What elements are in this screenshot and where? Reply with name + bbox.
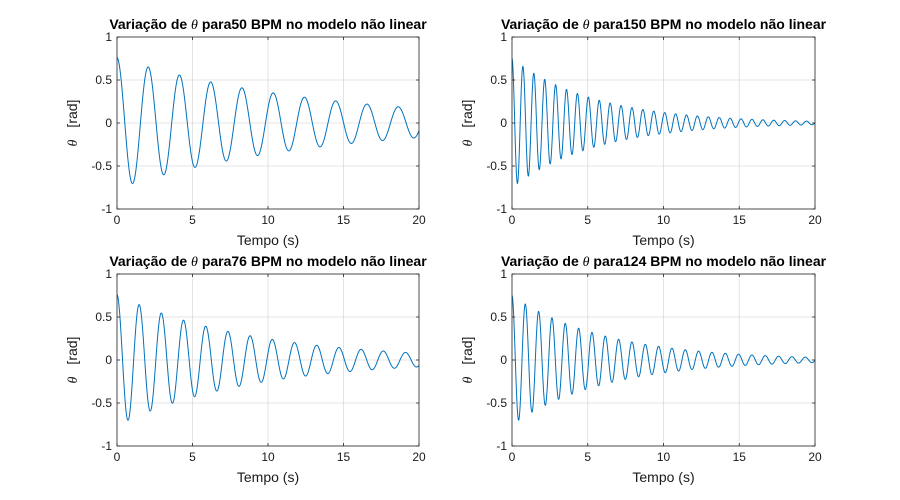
title-symbol: θ [583, 18, 590, 33]
y-tick-label: 1 [105, 267, 112, 281]
y-tick-label: -1 [496, 439, 507, 453]
series-line [511, 58, 816, 185]
x-tick-label: 5 [584, 450, 591, 464]
y-axis-unit: [rad] [459, 100, 475, 128]
x-tick-label: 5 [584, 213, 591, 227]
x-tick-label: 15 [337, 213, 351, 227]
y-tick-label: 1 [500, 30, 507, 44]
chart-title: Variação de θ para150 BPM no modelo não … [501, 16, 827, 33]
title-symbol: θ [191, 18, 198, 33]
y-tick-label: -0.5 [486, 159, 507, 173]
y-tick-label: 0.5 [490, 73, 507, 87]
title-symbol: θ [583, 255, 590, 270]
series-line [511, 295, 816, 421]
y-tick-label: 1 [500, 267, 507, 281]
y-tick-label: 0 [500, 353, 507, 367]
chart-title: Variação de θ para124 BPM no modelo não … [501, 253, 827, 270]
y-axis-unit: [rad] [64, 337, 80, 365]
y-axis-unit: [rad] [64, 100, 80, 128]
series-line [116, 57, 420, 185]
x-axis-label: Tempo (s) [632, 232, 694, 248]
y-tick-label: 0 [105, 353, 112, 367]
y-tick-label: 0.5 [490, 310, 507, 324]
x-tick-label: 10 [261, 450, 275, 464]
x-tick-label: 15 [733, 213, 747, 227]
x-tick-label: 10 [657, 213, 671, 227]
chart-title: Variação de θ para50 BPM no modelo não l… [109, 16, 427, 33]
series-line [116, 294, 420, 421]
x-axis-label: Tempo (s) [237, 469, 299, 485]
y-tick-label: 0.5 [95, 73, 112, 87]
y-tick-label: -1 [101, 202, 112, 216]
y-axis-symbol: θ [66, 139, 81, 146]
y-tick-label: -0.5 [91, 396, 112, 410]
chart-title: Variação de θ para76 BPM no modelo não l… [109, 253, 427, 270]
y-axis-unit: [rad] [459, 337, 475, 365]
x-tick-label: 20 [412, 213, 426, 227]
x-tick-label: 20 [808, 213, 822, 227]
x-tick-label: 0 [509, 450, 516, 464]
y-axis-label: θ [rad] [64, 337, 81, 384]
title-suffix: para76 BPM no modelo não linear [198, 253, 427, 269]
y-tick-label: 0.5 [95, 310, 112, 324]
x-tick-label: 20 [412, 450, 426, 464]
x-axis-label: Tempo (s) [237, 232, 299, 248]
y-tick-label: -0.5 [486, 396, 507, 410]
y-axis-symbol: θ [461, 376, 476, 383]
title-suffix: para150 BPM no modelo não linear [590, 16, 827, 32]
y-tick-label: -1 [101, 439, 112, 453]
x-tick-label: 10 [261, 213, 275, 227]
y-tick-label: 1 [105, 30, 112, 44]
title-suffix: para50 BPM no modelo não linear [198, 16, 427, 32]
x-tick-label: 0 [509, 213, 516, 227]
x-tick-label: 5 [189, 213, 196, 227]
x-axis-label: Tempo (s) [632, 469, 694, 485]
y-axis-label: θ [rad] [64, 100, 81, 147]
title-prefix: Variação de [501, 16, 583, 32]
y-axis-symbol: θ [66, 376, 81, 383]
x-tick-label: 10 [657, 450, 671, 464]
title-prefix: Variação de [109, 253, 191, 269]
x-tick-label: 5 [189, 450, 196, 464]
y-tick-label: -1 [496, 202, 507, 216]
y-tick-label: 0 [105, 116, 112, 130]
y-tick-label: -0.5 [91, 159, 112, 173]
x-tick-label: 0 [114, 450, 121, 464]
y-axis-symbol: θ [461, 139, 476, 146]
title-symbol: θ [191, 255, 198, 270]
y-axis-label: θ [rad] [459, 100, 476, 147]
y-tick-label: 0 [500, 116, 507, 130]
y-axis-label: θ [rad] [459, 337, 476, 384]
title-prefix: Variação de [109, 16, 191, 32]
x-tick-label: 0 [114, 213, 121, 227]
x-tick-label: 15 [337, 450, 351, 464]
x-tick-label: 20 [808, 450, 822, 464]
x-tick-label: 15 [733, 450, 747, 464]
title-prefix: Variação de [501, 253, 583, 269]
title-suffix: para124 BPM no modelo não linear [590, 253, 827, 269]
